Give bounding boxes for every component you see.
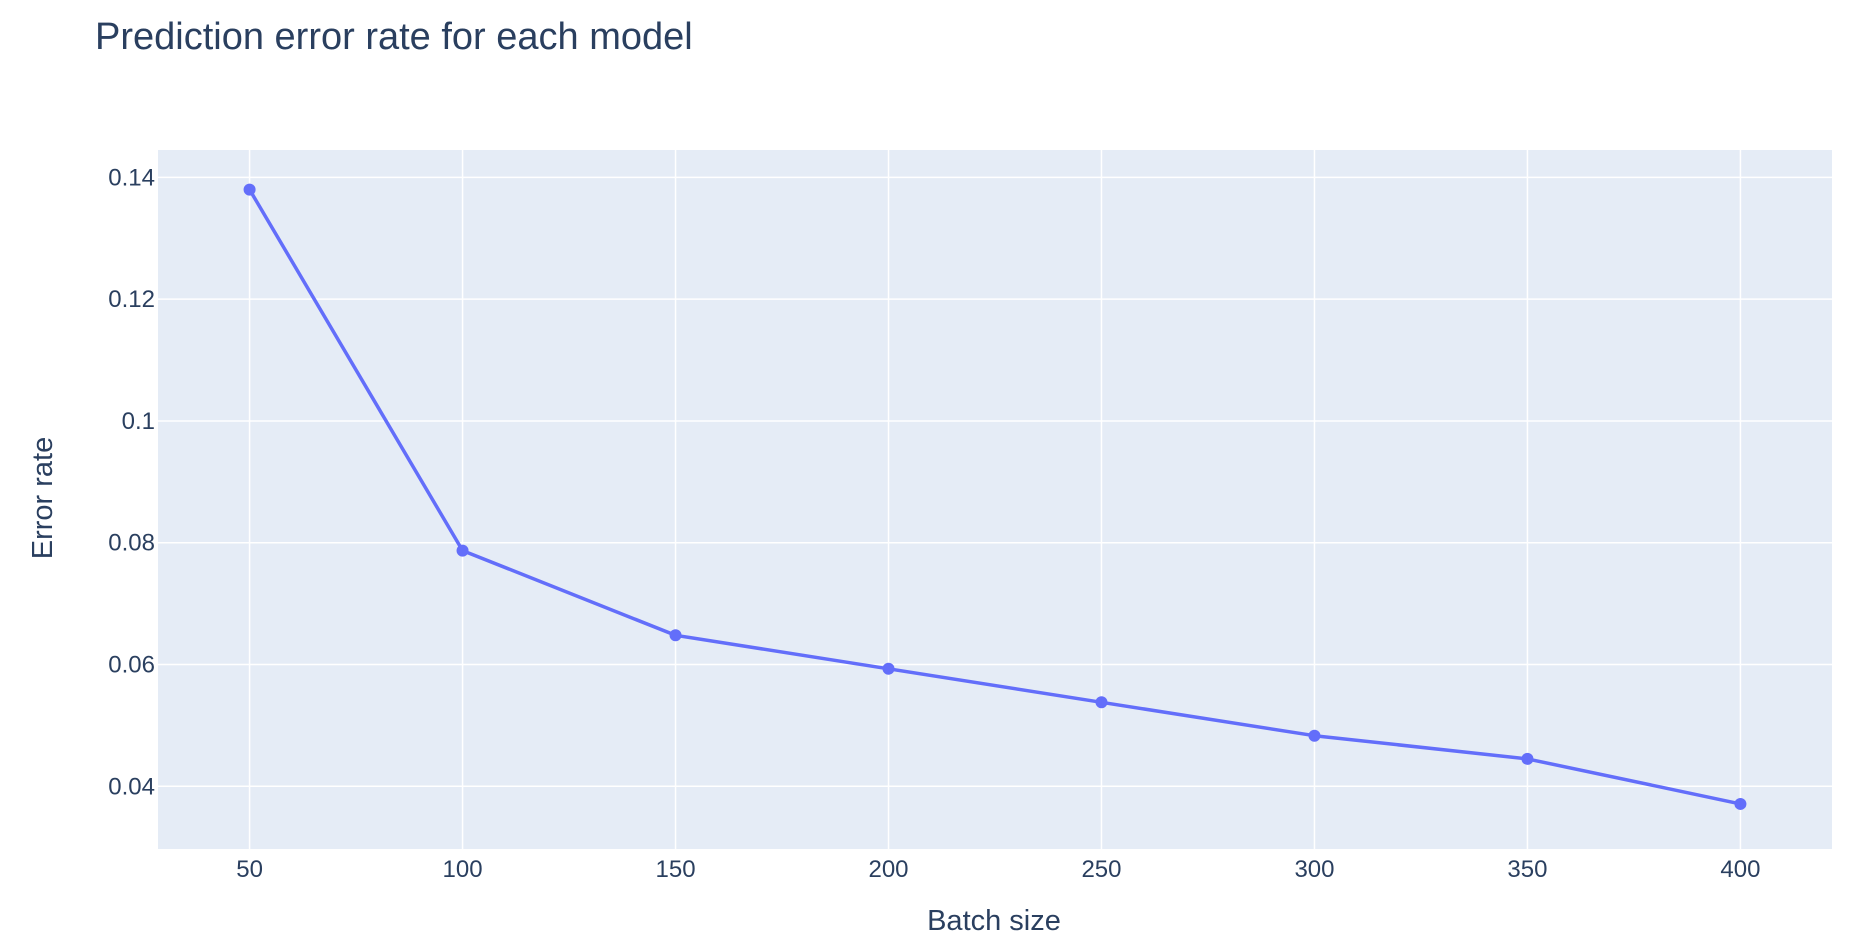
x-tick-labels: 50 100 150 200 250 300 350 400 — [236, 856, 1760, 883]
y-axis-title: Error rate — [27, 437, 59, 559]
y-tick-label: 0.14 — [108, 164, 155, 191]
data-point[interactable] — [1095, 696, 1108, 709]
x-tick-label: 150 — [656, 856, 696, 883]
x-axis-title: Batch size — [927, 905, 1061, 937]
y-tick-label: 0.12 — [108, 286, 155, 313]
y-gridlines — [158, 176, 1832, 788]
series-layer — [243, 183, 1747, 810]
y-tick-label: 0.06 — [108, 652, 155, 679]
data-point[interactable] — [456, 544, 469, 557]
y-tick-labels: 0.04 0.06 0.08 0.1 0.12 0.14 — [108, 164, 155, 800]
chart-title: Prediction error rate for each model — [95, 16, 693, 58]
x-tick-label: 350 — [1507, 856, 1547, 883]
x-gridlines — [248, 150, 1742, 849]
x-tick-label: 250 — [1081, 856, 1121, 883]
plot-background — [158, 150, 1832, 849]
data-point[interactable] — [1734, 797, 1747, 810]
data-point[interactable] — [1521, 752, 1534, 765]
y-tick-label: 0.08 — [108, 530, 155, 557]
x-tick-label: 50 — [236, 856, 263, 883]
y-tick-label: 0.1 — [122, 408, 155, 435]
y-tick-label: 0.04 — [108, 773, 155, 800]
x-tick-label: 200 — [868, 856, 908, 883]
data-point[interactable] — [243, 183, 256, 196]
data-point[interactable] — [882, 662, 895, 675]
data-point[interactable] — [1308, 729, 1321, 742]
x-tick-label: 400 — [1720, 856, 1760, 883]
series-line — [248, 188, 1741, 806]
x-tick-label: 300 — [1294, 856, 1334, 883]
data-point[interactable] — [669, 629, 682, 642]
x-tick-label: 100 — [443, 856, 483, 883]
